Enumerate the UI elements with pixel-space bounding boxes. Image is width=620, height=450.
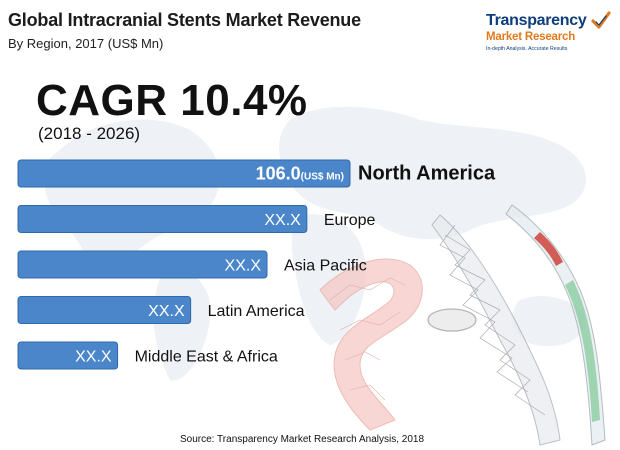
bar-europe (17, 205, 308, 233)
value-label-asia-pacific: XX.X (225, 258, 262, 275)
bar-asia-pacific (17, 250, 268, 279)
unit-label: (US$ Mn) (301, 172, 344, 183)
logo-subtitle-text: Market Research (486, 31, 576, 43)
checkmark-icon (591, 11, 611, 29)
chart-title: Global Intracranial Stents Market Revenu… (8, 10, 361, 30)
brand-logo: Transparency Market Research In-depth An… (486, 10, 614, 60)
value-label-europe: XX.X (264, 212, 301, 229)
category-label-latin-america: Latin America (208, 303, 305, 320)
logo-tagline-text: In-depth Analysis. Accurate Results (486, 46, 568, 52)
category-label-europe: Europe (324, 212, 376, 229)
source-note: Source: Transparency Market Research Ana… (180, 434, 425, 445)
cagr-period: (2018 - 2026) (38, 124, 141, 143)
bar-middle-east-africa (17, 341, 119, 370)
value-label-middle-east-africa: XX.X (75, 349, 112, 366)
bar-north-america (17, 159, 351, 188)
bar-latin-america (17, 296, 192, 324)
value-label-north-america: 106.0(US$ Mn) (256, 164, 344, 184)
chart-subtitle: By Region, 2017 (US$ Mn) (8, 36, 164, 51)
logo-brand-text: Transparency (486, 12, 587, 29)
category-label-middle-east-africa: Middle East & Africa (135, 349, 278, 366)
value-label-latin-america: XX.X (148, 303, 185, 320)
category-label-north-america: North America (358, 163, 496, 185)
cagr-headline: CAGR 10.4% (36, 76, 308, 125)
category-label-asia-pacific: Asia Pacific (284, 258, 367, 275)
